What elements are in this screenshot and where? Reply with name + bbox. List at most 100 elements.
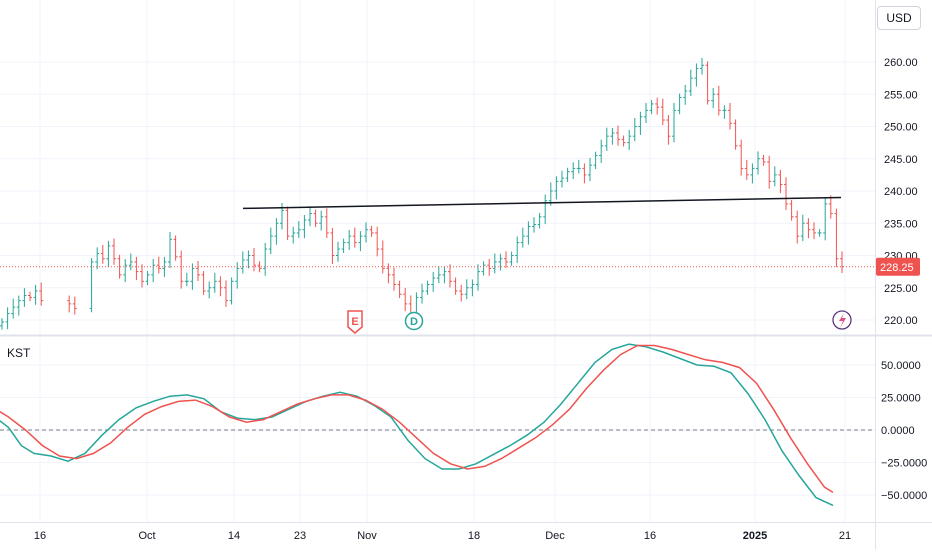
ohlc-bar[interactable] xyxy=(660,98,665,126)
ohlc-bar[interactable] xyxy=(268,227,273,255)
ohlc-bar[interactable] xyxy=(252,248,256,272)
ohlc-bar[interactable] xyxy=(162,256,167,277)
ohlc-bar[interactable] xyxy=(459,284,464,302)
ohlc-bar[interactable] xyxy=(257,261,262,273)
ohlc-bar[interactable] xyxy=(352,227,357,248)
ohlc-bar[interactable] xyxy=(128,253,133,271)
ohlc-bar[interactable] xyxy=(750,163,755,184)
ohlc-bar[interactable] xyxy=(644,103,648,124)
ohlc-bar[interactable] xyxy=(263,242,268,276)
ohlc-bar[interactable] xyxy=(492,253,497,274)
ohlc-bar[interactable] xyxy=(638,111,643,136)
ohlc-bar[interactable] xyxy=(173,235,178,261)
ohlc-bar[interactable] xyxy=(828,195,833,219)
ohlc-bar[interactable] xyxy=(593,151,598,170)
ohlc-bar[interactable] xyxy=(705,61,710,105)
ohlc-bar[interactable] xyxy=(744,159,749,180)
ohlc-bar[interactable] xyxy=(117,254,122,279)
ohlc-bar[interactable] xyxy=(688,69,693,97)
ohlc-bar[interactable] xyxy=(588,157,592,182)
ohlc-bar[interactable] xyxy=(33,284,38,305)
ohlc-bar[interactable] xyxy=(212,272,217,293)
ohlc-bar[interactable] xyxy=(716,85,721,116)
ohlc-bar[interactable] xyxy=(554,176,559,200)
ohlc-bar[interactable] xyxy=(39,282,44,306)
ohlc-bar[interactable] xyxy=(520,227,525,248)
ohlc-bar[interactable] xyxy=(386,263,391,284)
ohlc-bar[interactable] xyxy=(235,262,240,289)
ohlc-bar[interactable] xyxy=(823,197,828,241)
ohlc-bar[interactable] xyxy=(627,129,632,150)
ohlc-bar[interactable] xyxy=(515,236,520,263)
ohlc-bar[interactable] xyxy=(22,288,27,307)
ohlc-bar[interactable] xyxy=(711,88,716,109)
ohlc-bar[interactable] xyxy=(481,261,486,276)
ohlc-bar[interactable] xyxy=(800,214,805,242)
ohlc-bar[interactable] xyxy=(380,240,385,274)
ohlc-bar[interactable] xyxy=(145,270,150,286)
ohlc-bar[interactable] xyxy=(229,277,234,305)
ohlc-bar[interactable] xyxy=(448,264,452,288)
kst-signal-line[interactable] xyxy=(0,344,834,494)
ohlc-bar[interactable] xyxy=(296,221,301,238)
ohlc-bar[interactable] xyxy=(347,229,352,250)
ohlc-bar[interactable] xyxy=(834,208,839,268)
ohlc-bar[interactable] xyxy=(571,162,576,180)
ohlc-bar[interactable] xyxy=(403,288,408,312)
ohlc-bar[interactable] xyxy=(548,182,553,206)
ohlc-bar[interactable] xyxy=(285,206,290,241)
ohlc-bar[interactable] xyxy=(28,291,32,302)
ohlc-bar[interactable] xyxy=(16,295,21,316)
ohlc-bar[interactable] xyxy=(560,170,564,188)
ohlc-bar[interactable] xyxy=(532,217,536,233)
ohlc-bar[interactable] xyxy=(392,267,396,291)
ohlc-bar[interactable] xyxy=(840,251,844,273)
ohlc-bar[interactable] xyxy=(140,264,144,288)
ohlc-bar[interactable] xyxy=(778,169,783,194)
dividend-marker[interactable]: D xyxy=(404,311,424,331)
ohlc-bar[interactable] xyxy=(196,261,200,282)
ohlc-bar[interactable] xyxy=(313,209,318,228)
ohlc-bar[interactable] xyxy=(672,103,676,143)
ohlc-bar[interactable] xyxy=(134,256,139,281)
ohlc-bar[interactable] xyxy=(733,119,738,150)
ohlc-bar[interactable] xyxy=(151,258,156,283)
ohlc-bar[interactable] xyxy=(543,194,548,225)
ohlc-bar[interactable] xyxy=(123,258,128,283)
ohlc-bar[interactable] xyxy=(817,229,822,237)
ohlc-bar[interactable] xyxy=(341,238,346,253)
ohlc-bar[interactable] xyxy=(168,232,172,269)
ohlc-bar[interactable] xyxy=(112,238,116,265)
ohlc-bar[interactable] xyxy=(358,231,363,252)
ohlc-bar[interactable] xyxy=(442,266,447,284)
ohlc-bar[interactable] xyxy=(772,166,777,187)
ohlc-bar[interactable] xyxy=(565,167,570,182)
ohlc-bar[interactable] xyxy=(610,127,615,145)
ohlc-bar[interactable] xyxy=(11,298,16,319)
ohlc-bar[interactable] xyxy=(0,318,4,330)
ohlc-bar[interactable] xyxy=(330,227,335,265)
ohlc-bar[interactable] xyxy=(767,155,772,189)
ohlc-bar[interactable] xyxy=(201,270,206,295)
ohlc-bar[interactable] xyxy=(274,218,279,245)
ohlc-bar[interactable] xyxy=(375,226,380,257)
ohlc-bar[interactable] xyxy=(498,253,503,271)
ohlc-bar[interactable] xyxy=(100,245,105,264)
kst-panel[interactable] xyxy=(0,343,875,507)
ohlc-bar[interactable] xyxy=(453,277,458,295)
ohlc-bar[interactable] xyxy=(336,241,340,262)
ohlc-bar[interactable] xyxy=(722,105,727,119)
ohlc-bar[interactable] xyxy=(72,296,77,315)
ohlc-bar[interactable] xyxy=(683,84,688,105)
ohlc-bar[interactable] xyxy=(156,256,161,274)
ohlc-bar[interactable] xyxy=(184,272,189,287)
ohlc-bar[interactable] xyxy=(246,250,251,269)
ohlc-bar[interactable] xyxy=(420,283,424,304)
ohlc-bar[interactable] xyxy=(324,208,329,238)
ohlc-bar[interactable] xyxy=(795,210,800,244)
ohlc-bar[interactable] xyxy=(599,139,604,163)
ohlc-bar[interactable] xyxy=(5,307,10,330)
